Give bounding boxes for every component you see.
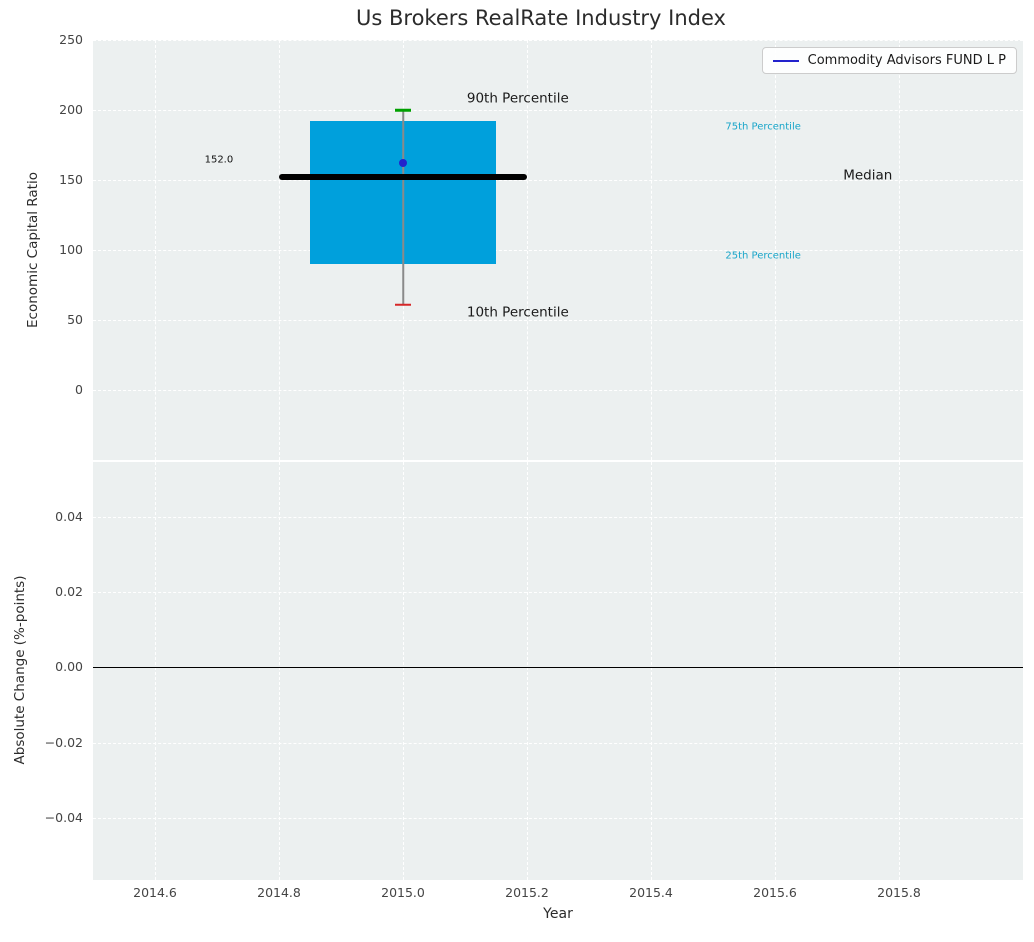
y-tick-label: 0.02 xyxy=(55,583,83,599)
annotation-median: Median xyxy=(843,167,893,184)
whisker-cap-low xyxy=(395,303,411,306)
y-tick-label: 50 xyxy=(67,312,83,327)
gridline-vertical xyxy=(651,462,652,880)
x-axis-label: Year xyxy=(543,906,573,922)
x-tick-label: 2015.2 xyxy=(505,885,549,900)
fund-value-marker xyxy=(399,159,407,168)
y-tick-label: 250 xyxy=(59,32,83,47)
x-tick-label: 2014.6 xyxy=(133,885,177,900)
annotation-10th-percentile: 10th Percentile xyxy=(466,304,569,321)
gridline-horizontal xyxy=(93,817,1023,819)
annotation-median-value: 152.0 xyxy=(204,154,234,166)
gridline-horizontal xyxy=(93,40,1023,41)
median-line xyxy=(279,174,527,181)
gridline-horizontal xyxy=(93,110,1023,111)
gridline-vertical xyxy=(527,462,528,880)
legend: Commodity Advisors FUND L P xyxy=(761,47,1017,74)
gridline-horizontal xyxy=(93,591,1023,593)
gridline-horizontal xyxy=(93,320,1023,321)
gridline-horizontal xyxy=(93,742,1023,744)
annotation-75th-percentile: 75th Percentile xyxy=(725,121,801,133)
y-tick-label: 0.04 xyxy=(55,508,83,524)
gridline-horizontal xyxy=(93,390,1023,391)
chart-title: Us Brokers RealRate Industry Index xyxy=(356,6,726,30)
y-tick-label: 0 xyxy=(75,382,83,397)
bottom-plot-area xyxy=(93,462,1023,880)
legend-line-sample xyxy=(772,59,799,62)
y-tick-label: 150 xyxy=(59,172,83,187)
gridline-horizontal xyxy=(93,180,1023,181)
gridline-vertical xyxy=(403,462,404,880)
boxplot-whisker xyxy=(402,110,404,305)
x-tick-label: 2015.6 xyxy=(753,885,797,900)
x-tick-label: 2015.8 xyxy=(877,885,921,900)
y-tick-label: 200 xyxy=(59,102,83,117)
x-tick-label: 2015.4 xyxy=(629,885,673,900)
gridline-vertical xyxy=(155,462,156,880)
legend-label: Commodity Advisors FUND L P xyxy=(807,53,1006,68)
top-plot-area: Commodity Advisors FUND L P 90th Percent… xyxy=(93,40,1023,460)
annotation-25th-percentile: 25th Percentile xyxy=(725,250,801,262)
y-tick-label: 0.00 xyxy=(55,659,83,675)
gridline-vertical xyxy=(279,462,280,880)
zero-line xyxy=(93,667,1023,669)
y-tick-label: 100 xyxy=(59,242,83,257)
gridline-horizontal xyxy=(93,516,1023,518)
gridline-vertical xyxy=(899,462,900,880)
gridline-vertical xyxy=(775,462,776,880)
x-tick-label: 2015.0 xyxy=(381,885,425,900)
whisker-cap-high xyxy=(395,108,411,112)
y-tick-label: −0.04 xyxy=(44,809,83,825)
y-tick-label: −0.02 xyxy=(44,734,83,750)
annotation-90th-percentile: 90th Percentile xyxy=(466,90,569,107)
gridline-horizontal xyxy=(93,250,1023,251)
x-tick-label: 2014.8 xyxy=(257,885,301,900)
